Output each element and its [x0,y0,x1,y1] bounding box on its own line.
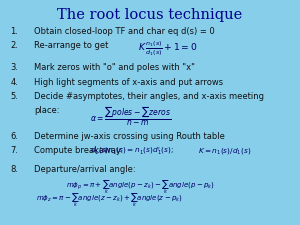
Text: 7.: 7. [11,146,19,155]
Text: 5.: 5. [11,92,18,101]
Text: 1.: 1. [11,27,18,36]
Text: Decide #asymptotes, their angles, and x-axis meeting: Decide #asymptotes, their angles, and x-… [34,92,265,101]
Text: The root locus technique: The root locus technique [57,8,243,22]
Text: $d_1(s)n_1(s)=n_1(s)d_1'(s);$: $d_1(s)n_1(s)=n_1(s)d_1'(s);$ [90,146,174,158]
Text: $K\,\frac{n_1(s)}{d_1(s)}+1=0$: $K\,\frac{n_1(s)}{d_1(s)}+1=0$ [138,39,197,58]
Text: $m\phi_z=\pi-\sum_k angle(z-z_k)+\sum_k angle(z-p_k)$: $m\phi_z=\pi-\sum_k angle(z-z_k)+\sum_k … [36,191,183,209]
Text: 6.: 6. [11,132,19,141]
Text: $\alpha=\dfrac{\sum poles-\sum zeros}{n-m}$: $\alpha=\dfrac{\sum poles-\sum zeros}{n-… [90,105,171,128]
Text: 4.: 4. [11,78,18,87]
Text: 3.: 3. [11,63,19,72]
Text: Compute breakaway:: Compute breakaway: [34,146,124,155]
Text: Departure/arrival angle:: Departure/arrival angle: [34,165,136,174]
Text: $m\phi_p=\pi+\sum_k angle(p-z_k)-\sum_k angle(p-p_k)$: $m\phi_p=\pi+\sum_k angle(p-z_k)-\sum_k … [66,178,215,196]
Text: $K=n_1(s)/d_1(s)$: $K=n_1(s)/d_1(s)$ [198,146,251,155]
Text: place:: place: [34,106,60,115]
Text: 2.: 2. [11,40,18,50]
Text: Mark zeros with "o" and poles with "x": Mark zeros with "o" and poles with "x" [34,63,195,72]
Text: Determine jw-axis crossing using Routh table: Determine jw-axis crossing using Routh t… [34,132,225,141]
Text: Re-arrange to get: Re-arrange to get [34,40,109,50]
Text: High light segments of x-axis and put arrows: High light segments of x-axis and put ar… [34,78,224,87]
Text: 8.: 8. [11,165,19,174]
Text: Obtain closed-loop TF and char eq d(s) = 0: Obtain closed-loop TF and char eq d(s) =… [34,27,215,36]
